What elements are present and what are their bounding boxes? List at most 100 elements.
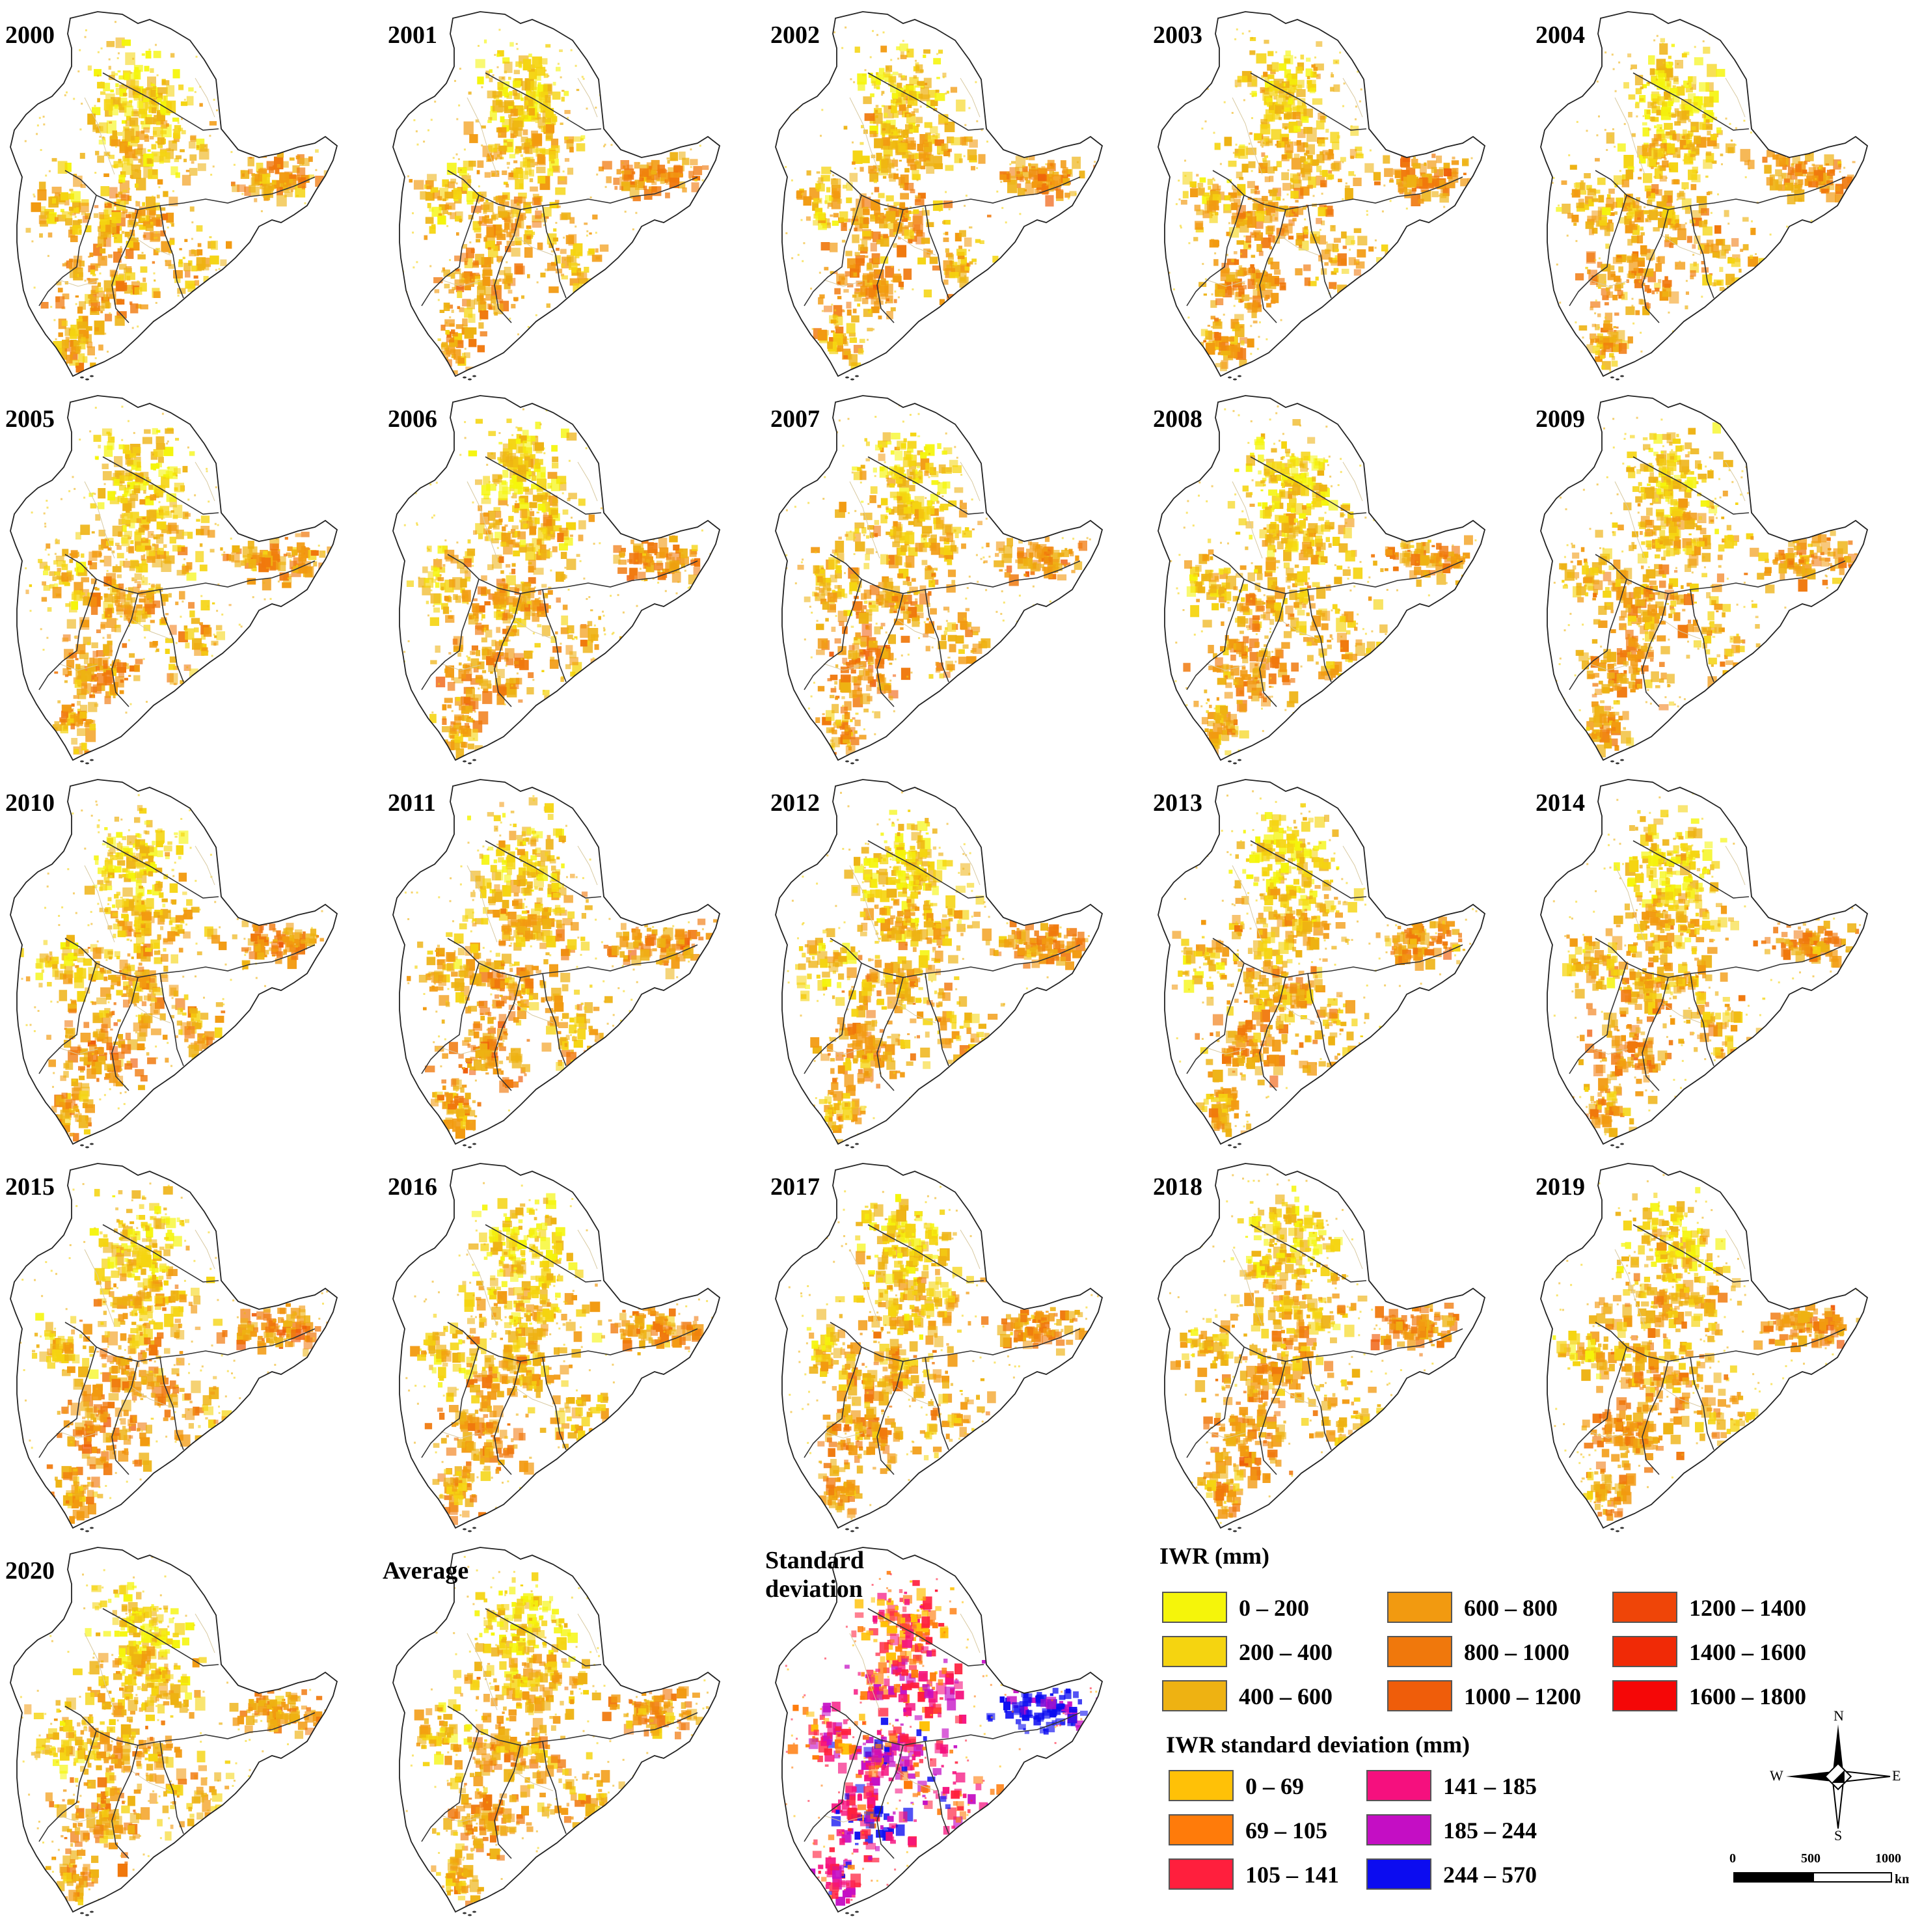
- legend-swatch: [1162, 1680, 1227, 1711]
- map-panel-standard-deviation: Standard deviation: [765, 1536, 1146, 1920]
- scale-bar-white-segment: [1813, 1872, 1892, 1883]
- texture-lines: [440, 1229, 598, 1439]
- map-panel-2010: 2010: [0, 768, 381, 1152]
- province-borders: [1569, 456, 1846, 707]
- legend-swatch: [1612, 1680, 1677, 1711]
- region-outline: [10, 11, 338, 377]
- coastal-islands: [1228, 375, 1241, 381]
- region-map: [392, 779, 721, 1149]
- coastal-islands: [845, 1911, 859, 1916]
- region-map: [1158, 779, 1486, 1149]
- panel-title: 2020: [5, 1557, 55, 1585]
- raster-cells: [1553, 403, 1863, 757]
- region-outline: [775, 779, 1103, 1145]
- legend-swatch: [1366, 1814, 1431, 1845]
- panel-title: 2007: [770, 405, 820, 433]
- scale-tick-500: 500: [1801, 1851, 1821, 1866]
- region-map: [775, 395, 1103, 765]
- texture-lines: [823, 77, 981, 287]
- panel-title: 2006: [388, 405, 437, 433]
- raster-cells: [1550, 788, 1864, 1139]
- coastal-islands: [1228, 1143, 1241, 1149]
- province-borders: [421, 456, 698, 707]
- texture-lines: [58, 1613, 215, 1823]
- legend-swatch: [1366, 1858, 1431, 1890]
- province-borders: [804, 456, 1081, 707]
- region-outline: [392, 1163, 721, 1529]
- province-borders: [38, 72, 316, 323]
- region-outline: [10, 779, 338, 1145]
- panel-title: 2005: [5, 405, 55, 433]
- texture-lines: [1588, 461, 1746, 671]
- texture-lines: [1588, 77, 1746, 287]
- province-borders: [804, 1608, 1081, 1859]
- iwr-sd-legend-title: IWR standard deviation (mm): [1166, 1731, 1470, 1758]
- province-borders: [38, 840, 316, 1091]
- legend-label: 185 – 244: [1443, 1817, 1537, 1844]
- raster-cells: [1167, 405, 1477, 756]
- province-borders: [38, 1608, 316, 1859]
- panel-title: 2010: [5, 789, 55, 817]
- panel-title: 2013: [1153, 789, 1202, 817]
- texture-lines: [1588, 1229, 1746, 1439]
- map-panel-2014: 2014: [1530, 768, 1909, 1152]
- region-outline: [392, 1547, 721, 1913]
- compass-south-label: S: [1834, 1827, 1842, 1844]
- legend-label: 1200 – 1400: [1689, 1594, 1806, 1622]
- scale-bar: 0 500 1000 km: [1724, 1851, 1909, 1903]
- coastal-islands: [80, 1527, 94, 1532]
- legend-label: 400 – 600: [1239, 1683, 1333, 1710]
- region-map: [392, 11, 721, 381]
- coastal-islands: [463, 1143, 476, 1149]
- map-panel-2018: 2018: [1148, 1152, 1529, 1536]
- region-outline: [1158, 11, 1486, 377]
- coastal-islands: [1610, 375, 1624, 381]
- coastal-islands: [1228, 759, 1241, 765]
- raster-cells: [402, 21, 717, 376]
- map-panel-2006: 2006: [383, 384, 764, 768]
- panel-title: 2014: [1536, 789, 1585, 817]
- legend-label: 800 – 1000: [1464, 1639, 1569, 1666]
- region-outline: [10, 1163, 338, 1529]
- coastal-islands: [1610, 759, 1624, 765]
- panel-title: 2015: [5, 1173, 55, 1201]
- panel-title: 2016: [388, 1173, 437, 1201]
- province-borders: [38, 456, 316, 707]
- province-borders: [804, 840, 1081, 1091]
- province-borders: [421, 840, 698, 1091]
- map-panel-2012: 2012: [765, 768, 1146, 1152]
- region-map: [1540, 779, 1869, 1149]
- iwr-legend-title: IWR (mm): [1159, 1542, 1269, 1570]
- province-borders: [1186, 72, 1463, 323]
- map-panel-2004: 2004: [1530, 0, 1909, 384]
- texture-lines: [1206, 77, 1363, 287]
- raster-cells: [785, 787, 1096, 1144]
- legend-label: 141 – 185: [1443, 1773, 1537, 1800]
- texture-lines: [440, 77, 598, 287]
- coastal-islands: [1610, 1143, 1624, 1149]
- texture-lines: [58, 1229, 215, 1439]
- province-borders: [804, 1224, 1081, 1475]
- legend-label: 1000 – 1200: [1464, 1683, 1581, 1710]
- region-map: [775, 1547, 1103, 1916]
- raster-cells: [1169, 789, 1484, 1142]
- region-map: [10, 779, 338, 1149]
- coastal-islands: [463, 375, 476, 381]
- region-outline: [775, 1163, 1103, 1529]
- province-borders: [1569, 840, 1846, 1091]
- map-panel-2000: 2000: [0, 0, 381, 384]
- texture-lines: [1588, 845, 1746, 1055]
- region-map: [1158, 1163, 1486, 1532]
- region-outline: [775, 1547, 1103, 1913]
- raster-cells: [1552, 1173, 1865, 1523]
- legend-swatch: [1387, 1592, 1452, 1623]
- map-panel-2002: 2002: [765, 0, 1146, 384]
- legend-swatch: [1169, 1858, 1234, 1890]
- legend-label: 1400 – 1600: [1689, 1639, 1806, 1666]
- region-outline: [1158, 395, 1486, 761]
- panel-title: 2011: [388, 789, 436, 817]
- region-map: [392, 1547, 721, 1916]
- panel-title: Average: [383, 1557, 468, 1585]
- scale-bar-black-segment: [1733, 1872, 1813, 1883]
- map-panel-2003: 2003: [1148, 0, 1529, 384]
